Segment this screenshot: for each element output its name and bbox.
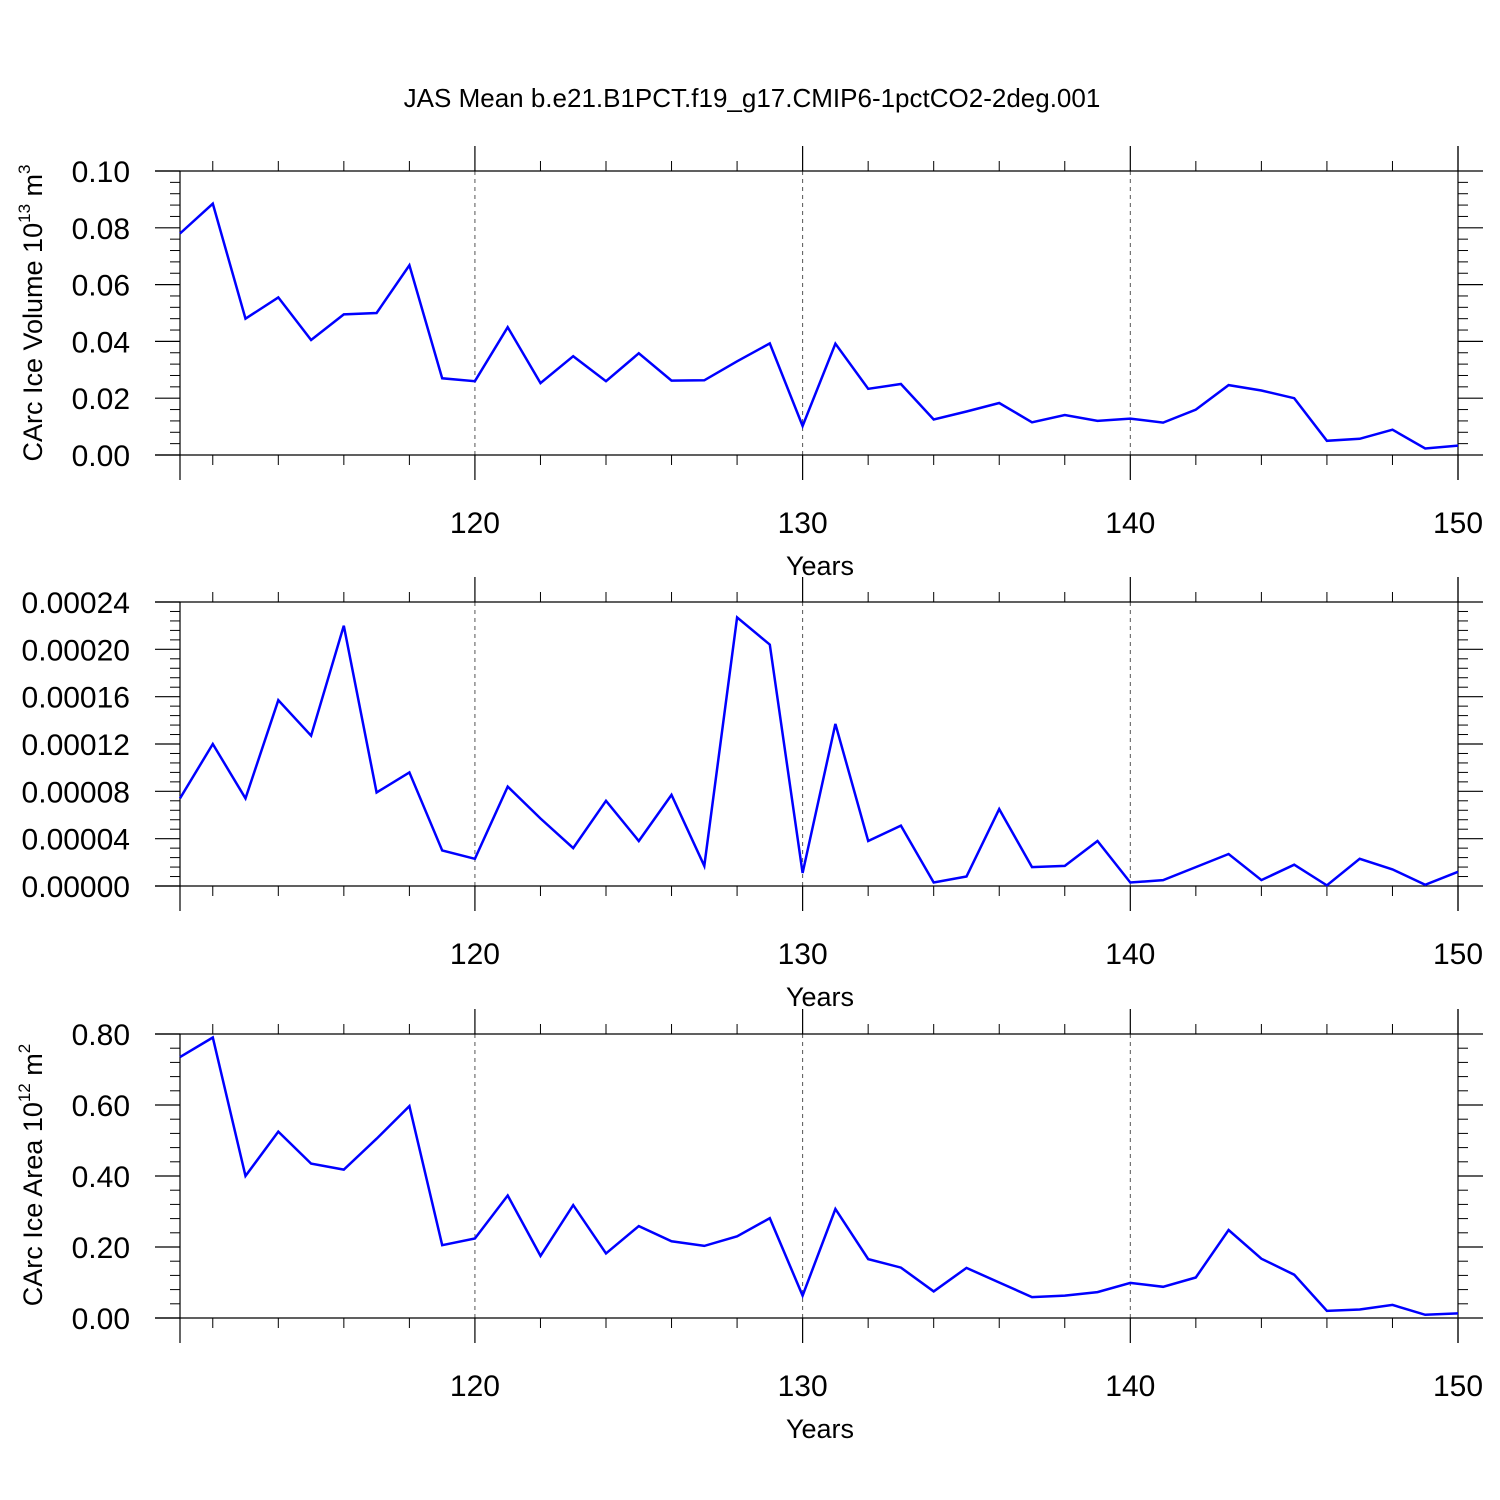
panel-ice-volume: 120 130 140 150 Years 0.00 0.02 0.04 0.06 0.08 0.1… [72,146,1483,581]
x-tick-label: 150 [1433,1370,1483,1403]
y-tick-label: 0.00000 [22,871,130,904]
x-tick-label: 120 [450,1370,500,1403]
x-axis-label: Years [786,1414,854,1444]
y-tick-label: 0.04 [72,326,130,359]
x-tick-label: 130 [778,507,828,540]
series-line [179,1035,1459,1317]
y-tick-label: 0.20 [72,1232,130,1265]
x-axis-label: Years [786,982,854,1012]
y-tick-label: 0.06 [72,270,130,303]
y-tick-label: 0.00 [72,440,130,473]
y-tick-label: 0.60 [72,1090,130,1123]
y-tick-label: 0.10 [72,156,130,189]
x-tick-label: 140 [1105,1370,1155,1403]
x-tick-label: 140 [1105,938,1155,971]
x-tick-label: 120 [450,938,500,971]
figure-title: JAS Mean b.e21.B1PCT.f19_g17.CMIP6-1pctC… [404,83,1101,113]
panel-second-series: 120 130 140 150 Years 0.00000 0.00004 0.00008 0.… [22,577,1483,1012]
y-tick-label: 0.00012 [22,729,130,762]
x-tick-label: 150 [1433,507,1483,540]
y-tick-label: 0.40 [72,1161,130,1194]
series-line [179,201,1459,450]
x-axis-label: Years [786,551,854,581]
y-tick-label: 0.00024 [22,587,130,620]
y-tick-label: 0.00016 [22,682,130,715]
x-tick-label: 140 [1105,507,1155,540]
x-tick-label: 130 [778,938,828,971]
x-tick-label: 130 [778,1370,828,1403]
x-tick-label: 120 [450,507,500,540]
y-tick-label: 0.00004 [22,824,130,857]
y-tick-label: 0.02 [72,383,130,416]
x-tick-label: 150 [1433,938,1483,971]
ylabel-ice-volume: CArc Ice Volume 1013 m3 [15,164,48,461]
y-tick-label: 0.08 [72,213,130,246]
y-tick-label: 0.00 [72,1303,130,1336]
y-tick-label: 0.80 [72,1019,130,1052]
series-line [178,614,1459,887]
ylabel-ice-area: CArc Ice Area 1012 m2 [15,1044,48,1307]
y-tick-label: 0.00008 [22,776,130,809]
y-tick-label: 0.00020 [22,634,130,667]
panel-ice-area: 120 130 140 150 Years 0.00 0.20 0.40 0.60 0.80 [72,1009,1483,1444]
